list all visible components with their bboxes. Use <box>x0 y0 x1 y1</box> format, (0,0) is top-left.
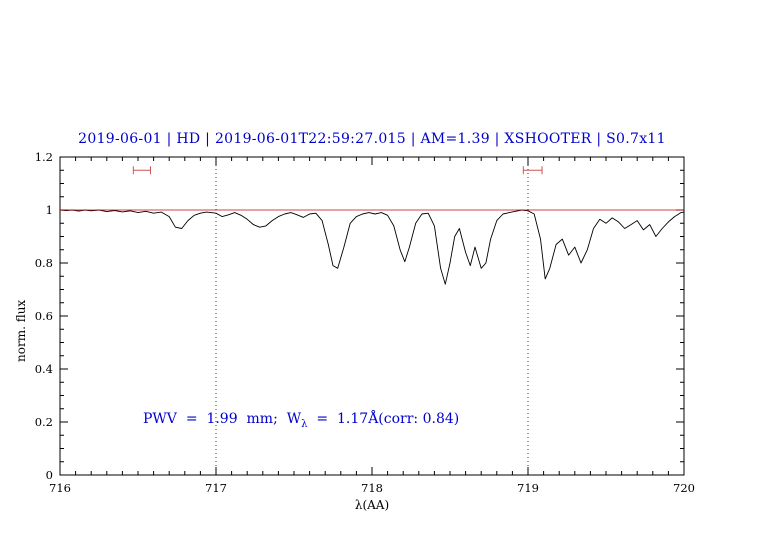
x-tick-label: 716 <box>49 481 71 495</box>
x-tick-label: 718 <box>361 481 383 495</box>
plot-frame <box>59 156 685 476</box>
y-tick-label: 0 <box>46 468 53 482</box>
plot-title: 2019-06-01 | HD | 2019-06-01T22:59:27.01… <box>78 131 666 147</box>
pwv-annotation-sub: λ <box>301 418 308 430</box>
y-tick-label: 1.2 <box>35 150 53 164</box>
y-tick-label: 1 <box>46 203 53 217</box>
y-tick-label: 0.4 <box>35 362 53 376</box>
pwv-annotation-suffix: = 1.17Å(corr: 0.84) <box>307 411 460 427</box>
y-tick-label: 0.2 <box>35 415 53 429</box>
x-tick-label: 717 <box>205 481 227 495</box>
x-axis-label: λ(AA) <box>354 498 390 512</box>
x-tick-label: 719 <box>517 481 539 495</box>
pwv-annotation-prefix: PWV = 1.99 mm; W <box>143 411 302 427</box>
spectrum-line <box>59 209 685 285</box>
y-tick-label: 0.8 <box>35 256 53 270</box>
y-tick-label: 0.6 <box>35 309 53 323</box>
x-tick-label: 720 <box>673 481 695 495</box>
pwv-annotation: PWV = 1.99 mm; Wλ = 1.17Å(corr: 0.84) <box>143 411 459 430</box>
